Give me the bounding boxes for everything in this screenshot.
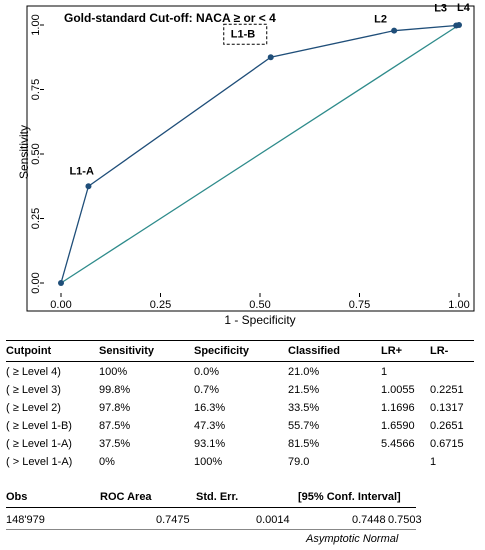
plot-frame (26, 5, 475, 312)
header-specificity: Specificity (194, 345, 250, 357)
summary-ci-high: 0.7503 (388, 514, 422, 526)
x-tick-label: 0.50 (249, 299, 270, 311)
point-label: L1-A (69, 165, 94, 177)
table-cell: 1.1696 (381, 402, 415, 414)
table-cell: 0.6715 (430, 438, 464, 450)
y-tick-label: 0.25 (30, 208, 42, 229)
header-lr-plus: LR+ (381, 345, 403, 357)
table-top-rule (6, 340, 474, 341)
table-cell: 37.5% (99, 438, 131, 450)
table-cell: 1.6590 (381, 420, 415, 432)
table-header-rule (6, 361, 474, 362)
x-tick-label: 0.25 (150, 299, 171, 311)
reference-line (60, 24, 460, 284)
summary-roc-area: 0.7475 (156, 514, 190, 526)
table-cell: 0.1317 (430, 402, 464, 414)
table-cell: 16.3% (194, 402, 226, 414)
summary-ci-low: 0.7448 (352, 514, 386, 526)
roc-point (456, 22, 462, 28)
roc-point (58, 280, 64, 286)
point-label: L3 (434, 3, 447, 15)
table-cell: 0% (99, 456, 115, 468)
cutpoint-table: Cutpoint Sensitivity Specificity Classif… (6, 340, 476, 475)
series-layer (58, 22, 462, 286)
table-cell: 81.5% (288, 438, 320, 450)
roc-summary: Obs ROC Area Std. Err. [95% Conf. Interv… (6, 488, 476, 548)
summary-header-ci: [95% Conf. Interval] (298, 491, 401, 503)
table-cell: 1 (381, 366, 388, 378)
summary-header-rule (6, 507, 416, 508)
table-cell: ( > Level 1-A) (6, 456, 73, 468)
table-cell: ( ≥ Level 2) (6, 402, 61, 414)
summary-header-std-err: Std. Err. (196, 491, 239, 503)
table-cell: 21.0% (288, 366, 320, 378)
chart-title: Gold-standard Cut-off: NACA ≥ or < 4 (64, 11, 276, 25)
table-cell: 100% (194, 456, 223, 468)
table-cell: 99.8% (99, 384, 131, 396)
header-cutpoint: Cutpoint (6, 345, 52, 357)
y-tick-label: 1.00 (30, 14, 42, 35)
summary-obs: 148'979 (6, 514, 45, 526)
y-tick-label: 0.00 (30, 272, 42, 293)
x-tick-label: 0.00 (50, 299, 71, 311)
header-sensitivity: Sensitivity (99, 345, 155, 357)
table-cell: 5.4566 (381, 438, 415, 450)
table-cell: 1 (430, 456, 437, 468)
table-cell: 47.3% (194, 420, 226, 432)
summary-header-obs: Obs (6, 491, 28, 503)
table-cell: 87.5% (99, 420, 131, 432)
y-tick-label: 0.75 (30, 79, 42, 100)
table-cell: 21.5% (288, 384, 320, 396)
table-cell: ( ≥ Level 1-B) (6, 420, 72, 432)
x-tick-label: 1.00 (448, 299, 469, 311)
y-axis-title: Sensitivity (17, 125, 31, 179)
table-cell: 0.0% (194, 366, 220, 378)
table-cell: 0.2651 (430, 420, 464, 432)
table-cell: 1.0055 (381, 384, 415, 396)
roc-point (391, 27, 398, 34)
point-labels: L1-A L1-B L2 L3 L4 (69, 2, 470, 177)
table-cell: 93.1% (194, 438, 226, 450)
point-label: L1-B (231, 28, 256, 40)
x-axis-title: 1 - Specificity (224, 313, 295, 327)
summary-std-err: 0.0014 (256, 514, 290, 526)
summary-bottom-rule (6, 529, 416, 530)
y-tick-label: 0.50 (30, 143, 42, 164)
summary-note: Asymptotic Normal (306, 533, 399, 545)
point-label: L2 (374, 14, 387, 26)
roc-chart: 0.00 0.25 0.50 0.75 1.00 0.00 0.25 0.50 0.75 1.00… (17, 2, 475, 327)
table-cell: ( ≥ Level 4) (6, 366, 61, 378)
table-cell: ( ≥ Level 3) (6, 384, 61, 396)
axes: 0.00 0.25 0.50 0.75 1.00 0.00 0.25 0.50 0.75 1.00 (30, 14, 470, 311)
table-cell: 0.7% (194, 384, 220, 396)
roc-point (267, 54, 274, 61)
point-label: L4 (457, 2, 471, 14)
table-cell: 79.0 (288, 456, 310, 468)
l1-b-highlight-box (223, 23, 268, 45)
x-tick-label: 0.75 (349, 299, 370, 311)
table-cell: 100% (99, 366, 128, 378)
roc-point (85, 183, 92, 190)
table-cell: 0.2251 (430, 384, 464, 396)
header-classified: Classified (288, 345, 340, 357)
table-cell: 55.7% (288, 420, 320, 432)
table-cell: 33.5% (288, 402, 320, 414)
table-cell: ( ≥ Level 1-A) (6, 438, 72, 450)
summary-header-roc-area: ROC Area (100, 491, 152, 503)
header-lr-minus: LR- (430, 345, 449, 357)
table-cell: 97.8% (99, 402, 131, 414)
